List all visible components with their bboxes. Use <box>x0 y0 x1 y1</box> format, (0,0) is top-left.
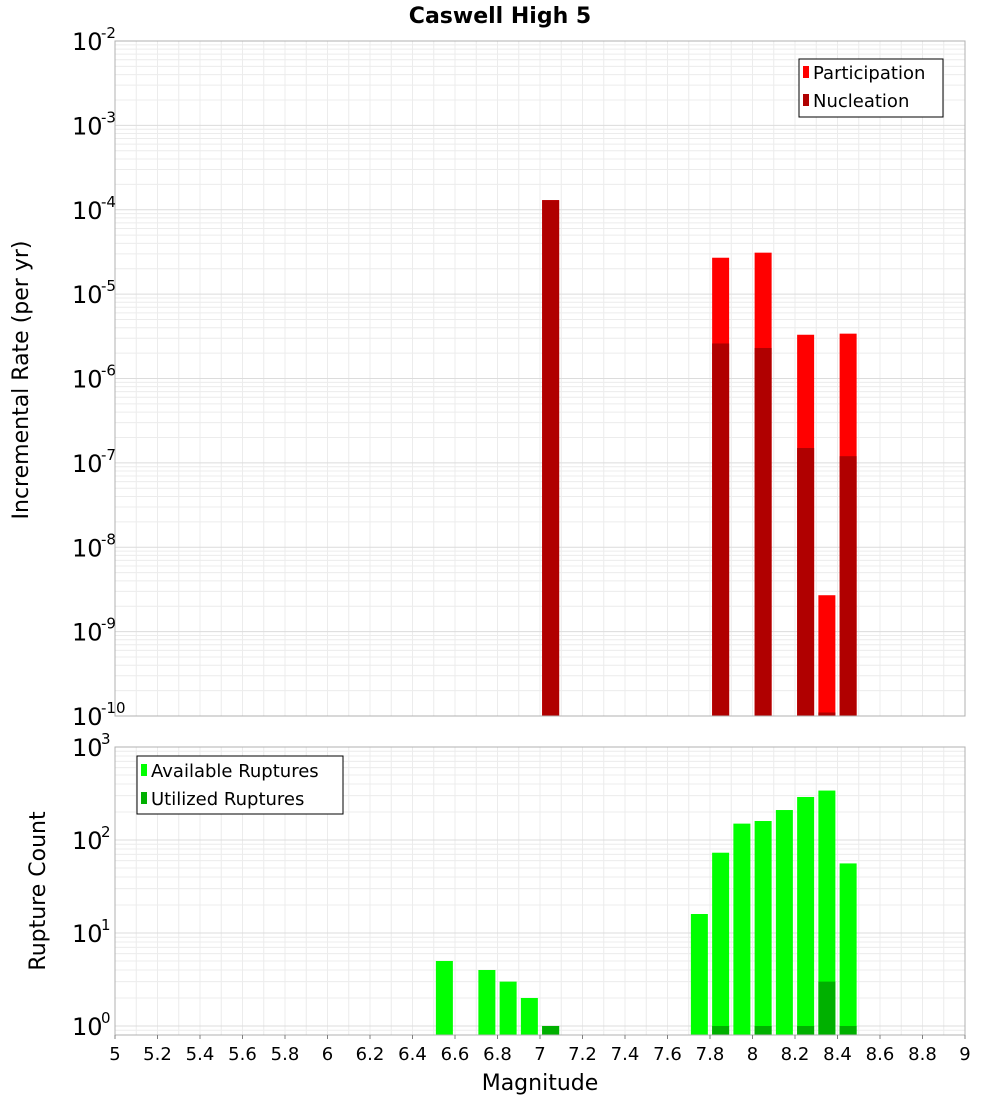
y-tick-exponent: 2 <box>101 823 111 841</box>
utilized-ruptures-bar <box>818 981 836 1035</box>
y-tick-label: 10 <box>72 920 103 948</box>
rate-legend: Participation Nucleation <box>798 58 944 118</box>
chart-title: Caswell High 5 <box>409 4 591 29</box>
y-tick-exponent: -3 <box>101 108 116 126</box>
rupture-count-y-axis-label: Rupture Count <box>26 811 51 971</box>
available-ruptures-bar <box>520 997 538 1035</box>
utilized-ruptures-bar <box>712 1025 730 1035</box>
y-tick-exponent: 1 <box>101 916 111 934</box>
y-tick-exponent: -10 <box>101 699 126 717</box>
utilized-ruptures-bar <box>797 1025 815 1035</box>
participation-bar <box>818 595 836 716</box>
rate-bars <box>542 200 857 716</box>
y-tick-label: 10 <box>72 281 103 309</box>
count-gridlines <box>114 747 966 1036</box>
x-tick-label: 7.4 <box>611 1044 640 1065</box>
x-tick-label: 8.8 <box>908 1044 937 1065</box>
y-tick-label: 10 <box>72 734 103 762</box>
available-ruptures-bar <box>754 821 772 1035</box>
x-tick-label: 6.4 <box>398 1044 427 1065</box>
y-tick-exponent: -6 <box>101 362 116 380</box>
y-tick-exponent: -2 <box>101 24 116 42</box>
available-legend-label: Available Ruptures <box>151 761 319 782</box>
available-ruptures-bar <box>435 960 453 1035</box>
x-tick-label: 9 <box>959 1044 970 1065</box>
nucleation-bar <box>542 200 560 716</box>
nucleation-bar <box>712 343 730 716</box>
y-tick-label: 10 <box>72 366 103 394</box>
x-tick-label: 8 <box>747 1044 758 1065</box>
x-tick-label: 6.2 <box>356 1044 385 1065</box>
participation-legend-label: Participation <box>813 63 925 84</box>
y-tick-label: 10 <box>72 827 103 855</box>
x-tick-label: 6.8 <box>483 1044 512 1065</box>
x-tick-label: 8.4 <box>823 1044 852 1065</box>
available-ruptures-bar <box>690 914 708 1035</box>
utilized-ruptures-bar <box>754 1025 772 1035</box>
x-tick-label: 5 <box>109 1044 120 1065</box>
y-tick-label: 10 <box>72 450 103 478</box>
y-tick-label: 10 <box>72 619 103 647</box>
x-tick-label: 5.4 <box>186 1044 215 1065</box>
x-tick-label: 7 <box>534 1044 545 1065</box>
x-tick-label: 7.8 <box>696 1044 725 1065</box>
available-ruptures-bar <box>478 969 496 1035</box>
x-tick-label: 6 <box>322 1044 333 1065</box>
available-ruptures-bar <box>733 823 751 1035</box>
x-tick-label: 5.6 <box>228 1044 257 1065</box>
y-tick-exponent: -8 <box>101 530 116 548</box>
nucleation-bar <box>839 456 857 716</box>
available-ruptures-bar <box>499 981 517 1035</box>
available-ruptures-bar <box>712 852 730 1035</box>
x-tick-label: 8.6 <box>866 1044 895 1065</box>
y-tick-exponent: -5 <box>101 277 116 295</box>
magnitude-x-ticks: 5 5.2 5.4 5.6 5.8 6 6.2 6.4 6.6 6.8 7 7.2 7.4 7.6 7.8 8… <box>109 1035 971 1065</box>
participation-legend-swatch <box>803 66 809 78</box>
nucleation-legend-label: Nucleation <box>813 91 909 112</box>
x-tick-label: 7.6 <box>653 1044 682 1065</box>
rate-y-axis-label: Incremental Rate (per yr) <box>9 241 34 520</box>
available-legend-swatch <box>141 764 147 776</box>
nucleation-legend-swatch <box>803 94 809 106</box>
x-tick-label: 6.6 <box>441 1044 470 1065</box>
y-tick-label: 10 <box>72 534 103 562</box>
y-tick-label: 10 <box>72 28 103 56</box>
y-tick-exponent: -7 <box>101 446 116 464</box>
magnitude-x-axis-label: Magnitude <box>482 1071 599 1096</box>
x-tick-label: 8.2 <box>781 1044 810 1065</box>
utilized-legend-swatch <box>141 792 147 804</box>
x-tick-label: 5.2 <box>143 1044 172 1065</box>
y-tick-label: 10 <box>72 112 103 140</box>
count-bars <box>435 790 857 1035</box>
y-tick-label: 10 <box>72 1013 103 1041</box>
count-legend-box <box>136 755 344 815</box>
available-ruptures-bar <box>818 790 836 1035</box>
y-tick-label: 10 <box>72 703 103 731</box>
y-tick-exponent: 3 <box>101 730 111 748</box>
y-tick-label: 10 <box>72 197 103 225</box>
x-tick-label: 5.8 <box>271 1044 300 1065</box>
y-tick-exponent: 0 <box>101 1009 111 1027</box>
nucleation-bar <box>818 712 836 716</box>
rate-gridlines <box>114 41 966 717</box>
nucleation-bar <box>797 448 815 716</box>
available-ruptures-bar <box>775 810 793 1035</box>
y-tick-exponent: -4 <box>101 193 116 211</box>
utilized-ruptures-bar <box>542 1025 560 1035</box>
rate-legend-box <box>798 58 944 118</box>
utilized-legend-label: Utilized Ruptures <box>151 789 304 810</box>
utilized-ruptures-bar <box>839 1025 857 1035</box>
available-ruptures-bar <box>839 863 857 1035</box>
rate-plot-frame <box>114 40 966 717</box>
count-legend: Available Ruptures Utilized Ruptures <box>136 755 344 815</box>
y-tick-exponent: -9 <box>101 615 116 633</box>
available-ruptures-bar <box>797 796 815 1035</box>
x-tick-label: 7.2 <box>568 1044 597 1065</box>
nucleation-bar <box>754 347 772 716</box>
